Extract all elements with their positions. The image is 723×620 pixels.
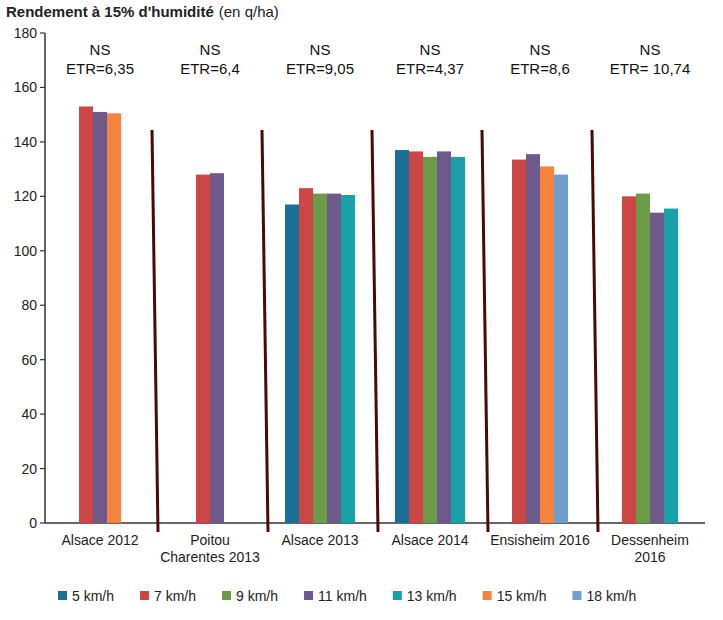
y-tick-label: 60	[21, 352, 37, 368]
bar	[196, 175, 210, 523]
y-tick	[40, 32, 45, 33]
x-tick-label-line: Alsace 2014	[391, 532, 468, 548]
chart: Rendement à 15% d'humidité (en q/ha) 0 20 40…	[0, 0, 723, 620]
bar	[622, 196, 636, 523]
bar	[79, 107, 93, 524]
legend: 5 km/h 7 km/h 9 km/h 11 km/h 13 km/h 15 km/h 1…	[58, 588, 636, 604]
y-tick-label: 20	[21, 461, 37, 477]
subtitle: (en q/ha)	[219, 3, 279, 20]
x-tick-label: Alsace 2014	[391, 532, 468, 548]
bar	[299, 188, 313, 523]
x-tick-label-line: Ensisheim 2016	[490, 532, 590, 548]
bar	[285, 205, 299, 524]
y-tick-label: 80	[21, 297, 37, 313]
legend-swatch	[393, 591, 402, 600]
annotation: NS	[310, 41, 331, 58]
bar	[395, 150, 409, 523]
y-tick	[40, 141, 45, 142]
annotation: ETR= 10,74	[610, 60, 690, 77]
x-tick-label-line: Poitou	[190, 532, 230, 548]
bar	[93, 112, 107, 523]
bars	[79, 107, 678, 524]
bar	[512, 160, 526, 523]
bar	[107, 113, 121, 523]
bar	[540, 166, 554, 523]
bar	[664, 209, 678, 523]
y-tick-label: 160	[14, 79, 38, 95]
annotation: ETR=6,4	[180, 60, 240, 77]
y-tick	[40, 87, 45, 88]
bar	[636, 194, 650, 523]
y-tick	[40, 305, 45, 306]
y-tick	[40, 359, 45, 360]
y-axis	[44, 33, 46, 523]
annotation: ETR=4,37	[396, 60, 464, 77]
x-tick-label-line: 2016	[634, 549, 665, 565]
annotation: ETR=6,35	[66, 60, 134, 77]
legend-swatch	[572, 591, 581, 600]
x-tick-label: Alsace 2012	[61, 532, 138, 548]
legend-swatch	[222, 591, 231, 600]
y-tick	[40, 196, 45, 197]
legend-label: 9 km/h	[236, 588, 278, 604]
y-tick-label: 0	[29, 515, 37, 531]
x-tick-label-line: Charentes 2013	[160, 549, 260, 565]
legend-swatch	[58, 591, 67, 600]
bar	[437, 151, 451, 523]
group-divider	[262, 130, 268, 532]
legend-label: 15 km/h	[497, 588, 547, 604]
y-tick-label: 40	[21, 406, 37, 422]
y-tick-label: 120	[14, 188, 38, 204]
group-divider	[482, 130, 488, 532]
bar	[526, 154, 540, 523]
legend-label: 13 km/h	[407, 588, 457, 604]
legend-label: 18 km/h	[586, 588, 636, 604]
legend-swatch	[140, 591, 149, 600]
annotation: NS	[420, 41, 441, 58]
group-divider	[372, 130, 378, 532]
legend-label: 11 km/h	[318, 588, 367, 604]
annotation: NS	[530, 41, 551, 58]
legend-label: 7 km/h	[154, 588, 196, 604]
x-tick-label-line: Alsace 2013	[281, 532, 358, 548]
y-tick-label: 180	[14, 25, 38, 41]
x-tick-label: Dessenheim2016	[611, 532, 689, 565]
annotation: NS	[200, 41, 221, 58]
bar	[313, 194, 327, 523]
title-text: Rendement à 15% d'humidité	[6, 3, 214, 20]
y-tick-label: 140	[14, 134, 38, 150]
title: Rendement à 15% d'humidité (en q/ha)	[6, 3, 279, 20]
bar	[423, 157, 437, 523]
y-tick	[40, 250, 45, 251]
y-tick	[40, 414, 45, 415]
y-tick-label: 100	[14, 243, 38, 259]
y-tick	[40, 468, 45, 469]
legend-swatch	[483, 591, 492, 600]
x-tick-label: Alsace 2013	[281, 532, 358, 548]
group-divider	[592, 130, 598, 532]
bar	[327, 194, 341, 523]
annotation: NS	[90, 41, 111, 58]
x-tick-label-line: Dessenheim	[611, 532, 689, 548]
group-divider	[152, 130, 158, 532]
x-tick-label: Ensisheim 2016	[490, 532, 590, 548]
bar	[210, 173, 224, 523]
legend-swatch	[304, 591, 313, 600]
x-axis	[45, 522, 705, 524]
bar	[409, 151, 423, 523]
annotation: ETR=9,05	[286, 60, 354, 77]
bar	[341, 195, 355, 523]
bar	[554, 175, 568, 523]
annotation: NS	[640, 41, 661, 58]
bar	[650, 213, 664, 523]
x-tick-label: PoitouCharentes 2013	[160, 532, 260, 565]
x-tick-label-line: Alsace 2012	[61, 532, 138, 548]
y-tick	[40, 522, 45, 523]
bar	[451, 157, 465, 523]
annotation: ETR=8,6	[510, 60, 570, 77]
legend-label: 5 km/h	[72, 588, 114, 604]
